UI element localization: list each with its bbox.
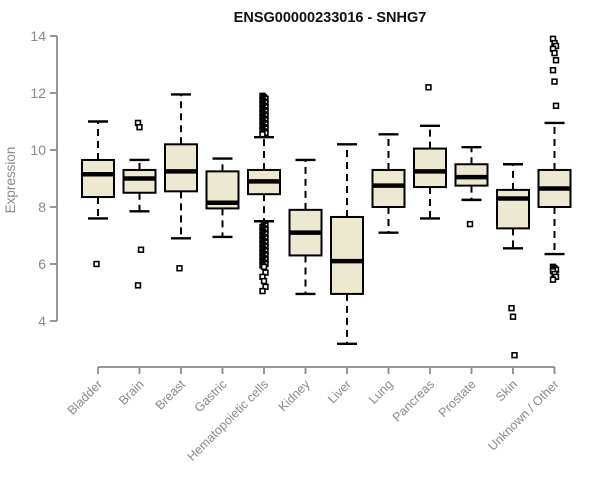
y-tick-label: 4 [38, 313, 46, 329]
iqr-box [371, 168, 406, 208]
outlier-point [511, 351, 518, 359]
x-axis-label-pancreas: Pancreas [390, 377, 437, 424]
iqr-box [413, 147, 447, 189]
outlier-point [93, 260, 100, 268]
x-axis-label-prostate: Prostate [436, 377, 479, 420]
y-tick-label: 14 [30, 28, 46, 44]
boxplot-hematopoietic-cells [247, 92, 281, 295]
x-axis-label-brain: Brain [116, 377, 147, 408]
outlier-point [134, 282, 142, 289]
y-axis-title: Expression [3, 147, 18, 214]
outlier-point [552, 57, 560, 64]
x-axis-label-kidney: Kidney [276, 377, 313, 414]
boxplot-bladder [81, 120, 115, 268]
outlier-point [552, 102, 560, 110]
x-axis-label-liver: Liver [325, 377, 354, 406]
x-axis-label-hematopoietic-cells: Hematopoietic cells [185, 377, 272, 464]
iqr-box [122, 168, 157, 194]
iqr-box [496, 188, 530, 230]
boxplot-kidney [288, 158, 323, 296]
y-tick-label: 10 [30, 142, 46, 158]
outlier-point [508, 304, 515, 312]
outlier-point [466, 220, 474, 228]
boxplot-pancreas [413, 84, 447, 220]
outlier-point [551, 78, 558, 85]
outlier-point [509, 313, 517, 320]
boxplot-breast [164, 93, 198, 272]
x-axis-label-lung: Lung [366, 377, 396, 407]
x-axis-label-gastric: Gastric [192, 377, 230, 415]
outlier-point [260, 263, 268, 271]
x-axis-label-breast: Breast [153, 377, 189, 413]
boxplot-liver [330, 143, 364, 345]
outlier-point [260, 277, 268, 285]
y-tick-label: 12 [30, 85, 46, 101]
outlier-point [259, 287, 266, 295]
iqr-box [81, 158, 115, 199]
x-axis-label-skin: Skin [493, 377, 520, 404]
outlier-point [259, 131, 266, 138]
outlier-point [549, 276, 557, 283]
boxplot-lung [371, 133, 406, 234]
outlier-point [551, 49, 558, 57]
boxplot-gastric [205, 157, 240, 239]
outlier-point [137, 246, 145, 253]
outlier-point [136, 124, 143, 131]
y-tick-label: 8 [38, 199, 46, 215]
x-axis-label-unknown-other: Unknown / Other [485, 377, 561, 453]
boxplot-brain [122, 119, 157, 289]
chart-title: ENSG00000233016 - SNHG7 [234, 10, 427, 26]
plot-area: 14 12 10 8 6 4 Bladder Brain Breast GastricHemato… [30, 28, 572, 464]
x-axis-label-bladder: Bladder [65, 377, 105, 417]
outlier-point [549, 67, 557, 74]
boxplot-skin [496, 163, 530, 359]
y-tick-label: 6 [38, 256, 46, 272]
boxplot-unknown-other [537, 35, 572, 283]
outlier-point [176, 265, 183, 272]
iqr-box [164, 143, 198, 193]
outlier-point [425, 84, 432, 91]
boxplot-prostate [454, 145, 489, 228]
iqr-box [330, 215, 364, 295]
